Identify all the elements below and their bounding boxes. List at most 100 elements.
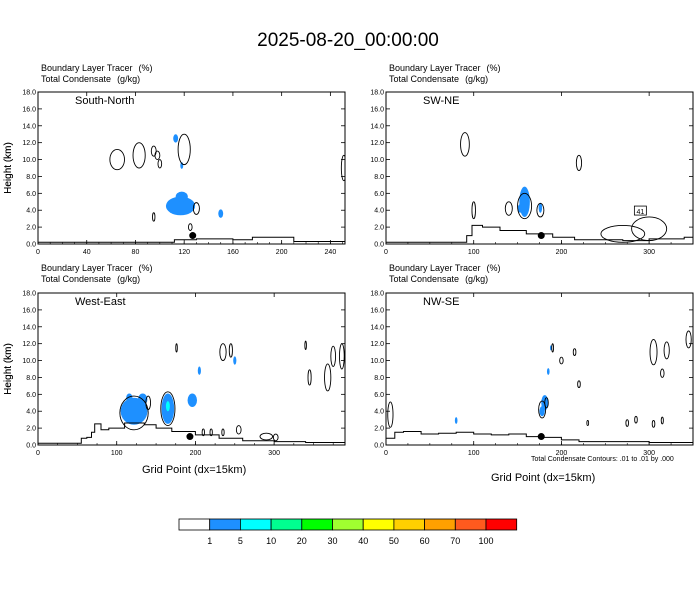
contour-label: Total Condensate — [41, 74, 112, 84]
tracer-shading — [175, 191, 188, 202]
tracer-shading — [233, 356, 237, 365]
y-tick-label: 0.0 — [374, 443, 384, 450]
y-tick-label: 0.0 — [374, 242, 384, 249]
y-tick-label: 2.0 — [374, 225, 384, 232]
condensate-contour — [132, 142, 146, 169]
field-units: (%) — [138, 63, 153, 73]
field-label: Boundary Layer Tracer — [41, 63, 133, 73]
condensate-contour — [154, 150, 161, 161]
tracer-shading — [173, 134, 179, 143]
y-tick-label: 12.0 — [370, 140, 384, 147]
condensate-contour — [660, 368, 665, 378]
colorbar-swatch — [301, 518, 333, 531]
y-tick-label: 6.0 — [374, 392, 384, 399]
colorbar-level-label: 100 — [478, 536, 493, 546]
location-marker — [537, 232, 545, 240]
contour-label: Total Condensate — [389, 274, 460, 284]
condensate-contour — [145, 395, 152, 410]
condensate-contour — [192, 202, 200, 215]
plot-frame — [385, 91, 694, 245]
x-tick-label: 240 — [325, 249, 337, 256]
colorbar-swatch — [332, 518, 364, 531]
y-tick-label: 12.0 — [22, 140, 36, 147]
tracer-shading — [538, 202, 543, 213]
colorbar-swatch — [485, 518, 518, 531]
condensate-contour — [304, 340, 307, 351]
field-label: Boundary Layer Tracer — [41, 263, 133, 273]
condensate-contour — [235, 425, 242, 435]
field-units: (%) — [486, 263, 501, 273]
panel-sw-ne: SW-NE 41 0.0 2.0 4.0 6.0 8.0 10.0 12.0 14.0 16.0 18… — [3, 90, 694, 256]
condensate-contour — [201, 428, 205, 437]
plot-frame — [37, 292, 346, 446]
colorbar-swatch — [239, 518, 272, 531]
y-tick-label: 18.0 — [370, 291, 384, 298]
y-tick-label: 0.0 — [26, 242, 36, 249]
y-tick-label: 2.0 — [374, 426, 384, 433]
contour-label: Total Condensate — [41, 274, 112, 284]
x-tick-label: 0 — [36, 249, 40, 256]
condensate-contour — [177, 133, 191, 166]
x-axis-label-west-east: Grid Point (dx=15km) — [142, 464, 247, 476]
contour-label-box — [633, 205, 647, 216]
colorbar-swatch — [424, 518, 456, 531]
plot-area — [38, 340, 345, 444]
condensate-contour — [651, 420, 656, 428]
y-tick-label: 8.0 — [26, 375, 36, 382]
condensate-contour — [150, 145, 157, 157]
condensate-contour — [625, 419, 629, 427]
field-units: (%) — [138, 263, 153, 273]
panel-label: SW-NE — [423, 95, 459, 107]
condensate-contour — [660, 416, 664, 425]
y-tick-label: 8.0 — [374, 174, 384, 181]
condensate-contour — [538, 400, 547, 419]
plot-area — [386, 132, 693, 243]
x-tick-label: 100 — [468, 249, 480, 256]
y-tick-label: 14.0 — [22, 123, 36, 130]
x-tick-label: 300 — [268, 450, 280, 457]
tracer-shading-high — [165, 401, 170, 412]
y-tick-label: 14.0 — [22, 324, 36, 331]
condensate-contour — [119, 395, 149, 431]
condensate-contour — [572, 348, 577, 356]
tracer-shading — [550, 345, 552, 351]
contour-label-text: 41 — [636, 209, 644, 216]
colorbar-level-label: 70 — [450, 536, 460, 546]
condensate-contour — [631, 216, 668, 242]
colorbar-level-label: 10 — [266, 536, 276, 546]
y-axis-label: Height (km) — [3, 343, 14, 395]
x-tick-label: 300 — [643, 450, 655, 457]
condensate-contour — [324, 363, 332, 392]
x-tick-label: 200 — [556, 450, 568, 457]
colorbar-swatch — [209, 518, 241, 531]
y-axis-label: Height (km) — [3, 343, 14, 395]
x-tick-label: 200 — [556, 249, 568, 256]
condensate-contour — [340, 154, 345, 182]
condensate-contour — [387, 401, 394, 428]
contour-units: (g/kg) — [465, 74, 489, 84]
y-tick-label: 16.0 — [370, 106, 384, 113]
y-tick-label: 4.0 — [26, 208, 36, 215]
y-tick-label: 8.0 — [26, 174, 36, 181]
condensate-contour — [634, 415, 638, 424]
field-label: Boundary Layer Tracer — [389, 263, 481, 273]
condensate-contour — [339, 343, 345, 370]
x-tick-label: 200 — [190, 450, 202, 457]
terrain-line — [386, 431, 693, 443]
tracer-shading — [454, 417, 458, 424]
condensate-contour — [109, 148, 125, 171]
tracer-shading — [165, 196, 196, 216]
plot-area — [38, 133, 345, 243]
y-tick-label: 18.0 — [22, 291, 36, 298]
condensate-contour — [577, 380, 581, 389]
y-tick-label: 18.0 — [22, 90, 36, 97]
location-marker — [537, 433, 545, 441]
condensate-contour — [175, 343, 178, 353]
condensate-contour — [559, 356, 564, 365]
y-tick-label: 2.0 — [26, 426, 36, 433]
condensate-contour — [575, 154, 583, 171]
condensate-contour — [307, 369, 312, 386]
x-tick-label: 120 — [178, 249, 190, 256]
x-tick-label: 0 — [36, 450, 40, 457]
